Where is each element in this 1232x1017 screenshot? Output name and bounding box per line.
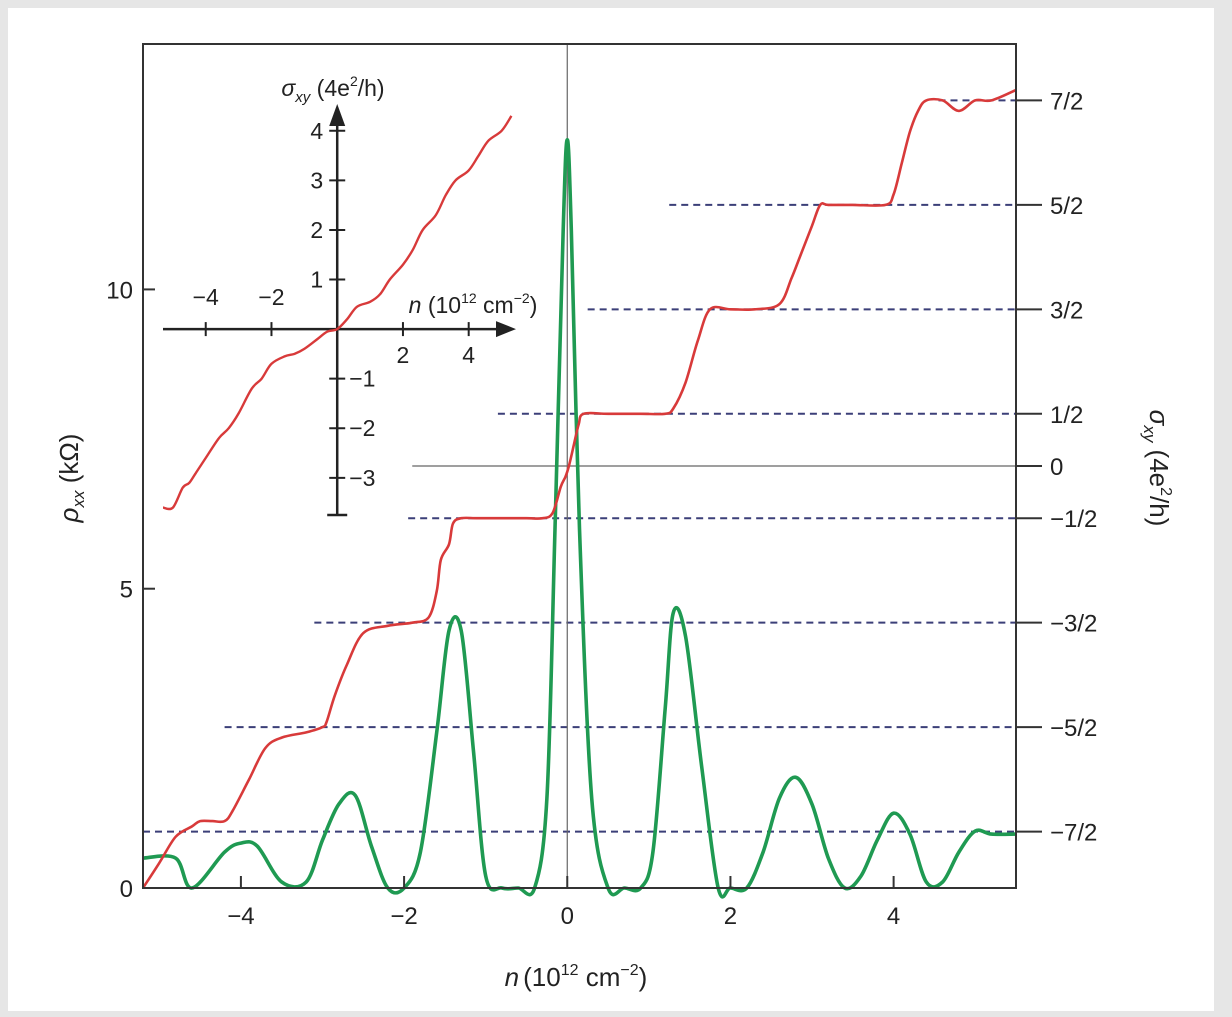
inset-x-tick-label: −2 <box>258 284 284 310</box>
y-right-tick-label: 3/2 <box>1050 297 1083 324</box>
inset-x-tick-label: −4 <box>193 284 219 310</box>
inset-y-tick-label: 2 <box>310 217 323 243</box>
inset-sigma-curve <box>162 115 513 511</box>
y-axis-right-ticks: 7/2 5/2 3/2 1/2 0 −1/2 −3/2 −5/2 −7/2 <box>1016 88 1097 847</box>
y-right-tick-label: 1/2 <box>1050 402 1083 429</box>
inset-y-tick-label: −2 <box>349 415 375 441</box>
inset-x-label: n (1012 cm−2) <box>409 290 538 318</box>
inset-y-tick-label: 4 <box>310 118 323 144</box>
y-right-tick-label: 7/2 <box>1050 88 1083 115</box>
y-axis-right-label: σxy (4e2/h) <box>1140 410 1174 527</box>
inset-x-tick-label: 2 <box>397 342 410 368</box>
inset-y-tick-label: 3 <box>310 167 323 193</box>
inset-plot: −4 −2 2 4 4 3 2 1 −1 −2 −3 σxy (4e2/h) n (1012 cm−… <box>162 73 538 517</box>
x-tick-label: −4 <box>227 903 254 930</box>
inset-axes <box>163 104 516 517</box>
rho-xx-curve <box>142 138 1017 899</box>
inset-y-tick-label: −1 <box>349 366 375 392</box>
x-tick-label: 0 <box>561 903 574 930</box>
x-tick-label: −2 <box>390 903 417 930</box>
hall-effect-chart: −4 −2 0 2 4 0 5 10 7/2 5/2 3/2 1/2 0 −1/2 −3/2 −5/2 −7… <box>54 43 1174 992</box>
y-axis-left-ticks: 0 5 10 <box>106 277 155 903</box>
y-right-tick-label: −1/2 <box>1050 506 1097 533</box>
figure-frame: −4 −2 0 2 4 0 5 10 7/2 5/2 3/2 1/2 0 −1/2 −3/2 −5/2 −7… <box>8 8 1214 1011</box>
inset-x-tick-label: 4 <box>462 342 475 368</box>
y-right-tick-label: 0 <box>1050 454 1063 481</box>
sigma-xy-curve <box>141 88 1017 889</box>
x-tick-label: 4 <box>887 903 900 930</box>
x-tick-label: 2 <box>724 903 737 930</box>
x-axis-ticks: −4 −2 0 2 4 <box>227 876 900 930</box>
y-left-tick-label: 10 <box>106 277 133 304</box>
inset-ticks: −4 −2 2 4 4 3 2 1 −1 −2 −3 <box>193 118 476 491</box>
y-right-tick-label: −5/2 <box>1050 715 1097 742</box>
inset-y-tick-label: 1 <box>310 267 323 293</box>
x-axis-label: n (1012 cm−2) <box>505 962 648 992</box>
inset-y-tick-label: −3 <box>349 465 375 491</box>
y-left-tick-label: 0 <box>120 876 133 903</box>
inset-y-arrow-icon <box>329 104 346 126</box>
y-left-tick-label: 5 <box>120 577 133 604</box>
inset-y-label: σxy (4e2/h) <box>281 73 384 106</box>
y-right-tick-label: −3/2 <box>1050 611 1097 638</box>
inset-x-arrow-icon <box>496 321 516 338</box>
y-axis-left-label: ρxx (kΩ) <box>54 434 88 524</box>
y-right-tick-label: −7/2 <box>1050 820 1097 847</box>
y-right-tick-label: 5/2 <box>1050 193 1083 220</box>
